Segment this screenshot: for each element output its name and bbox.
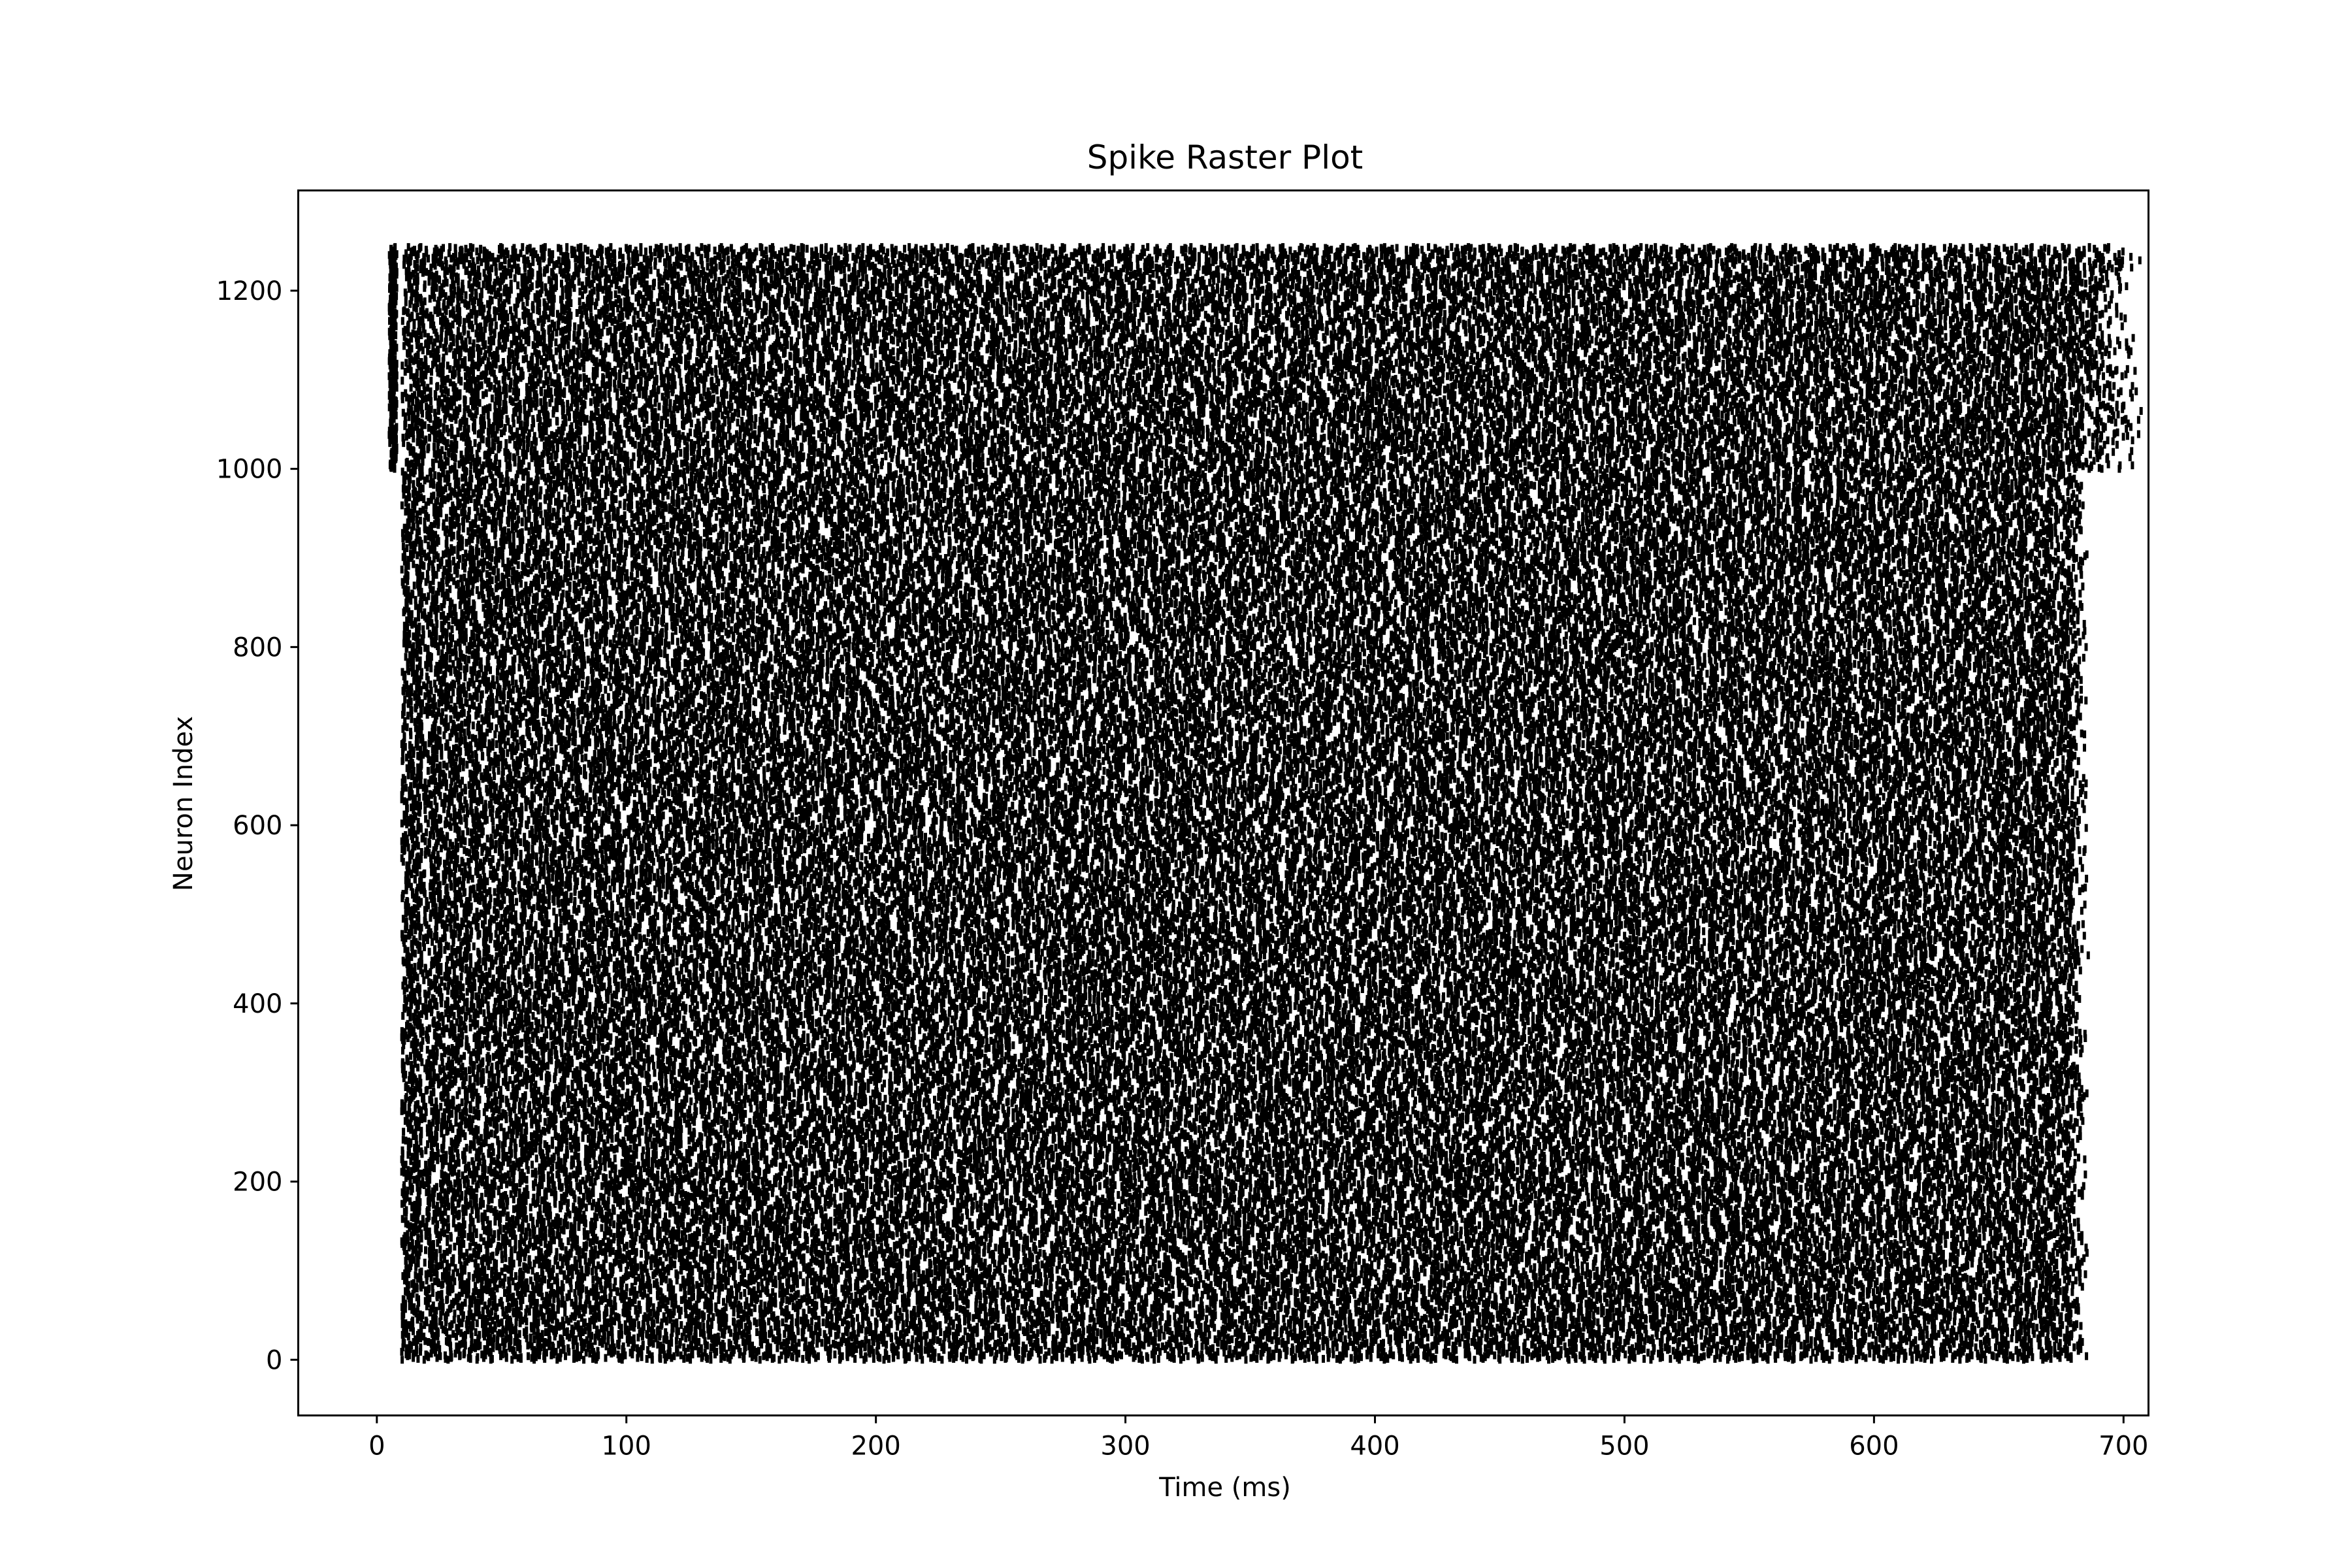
spike-marks xyxy=(387,243,2143,1364)
x-tick-label: 400 xyxy=(1350,1431,1399,1462)
y-tick-label: 200 xyxy=(233,1168,282,1198)
x-tick-label: 200 xyxy=(851,1431,900,1462)
y-tick-label: 1200 xyxy=(216,276,283,306)
spike-tick-marks xyxy=(387,243,2143,1364)
x-tick-label: 100 xyxy=(602,1431,651,1462)
plot-area-frame xyxy=(297,189,2149,1416)
x-tick-label: 500 xyxy=(1599,1431,1649,1462)
y-axis-label: Neuron Index xyxy=(169,716,199,891)
y-tick-label: 1000 xyxy=(216,455,283,485)
x-tick-label: 0 xyxy=(368,1431,385,1462)
y-tick-label: 400 xyxy=(233,989,282,1019)
x-tick-label: 300 xyxy=(1100,1431,1150,1462)
x-tick-label: 600 xyxy=(1849,1431,1899,1462)
y-axis-ticks: 0 200 400 600 800 1000 1200 xyxy=(216,276,299,1375)
y-tick-label: 600 xyxy=(233,811,282,841)
y-tick-label: 800 xyxy=(233,632,282,662)
x-axis-ticks: 0 100 200 300 400 500 600 700 xyxy=(368,1415,2148,1462)
chart-title: Spike Raster Plot xyxy=(1087,139,1364,176)
x-axis-label: Time (ms) xyxy=(1158,1473,1291,1503)
x-tick-label: 700 xyxy=(2099,1431,2148,1462)
y-tick-label: 0 xyxy=(266,1345,282,1375)
